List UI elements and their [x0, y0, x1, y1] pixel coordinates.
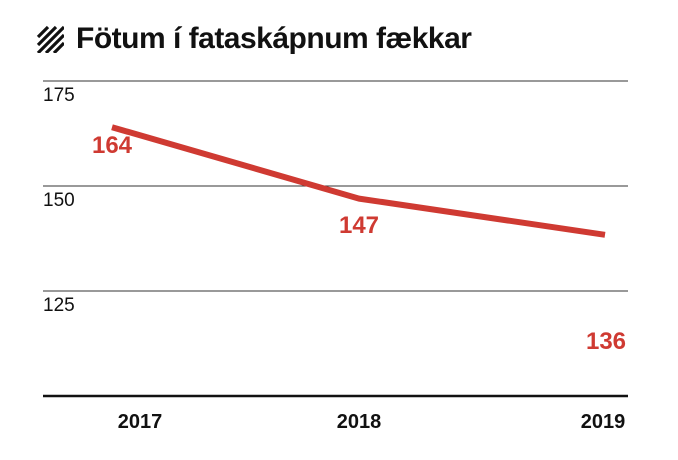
x-tick-label: 2018: [337, 411, 382, 433]
y-tick-label: 150: [43, 190, 75, 211]
x-tick-label: 2019: [581, 411, 626, 433]
x-tick-label: 2017: [118, 411, 163, 433]
data-label: 164: [92, 132, 133, 159]
series-line: [111, 124, 606, 238]
y-tick-label: 125: [43, 295, 75, 316]
diagonal-stripes-icon: [36, 25, 66, 55]
data-label: 136: [586, 328, 626, 355]
y-tick-label: 175: [43, 85, 75, 106]
chart-title-text: Fötum í fataskápnum fækkar: [76, 22, 472, 55]
chart-title: Fötum í fataskápnum fækkar: [36, 22, 472, 56]
data-label: 147: [339, 212, 379, 239]
